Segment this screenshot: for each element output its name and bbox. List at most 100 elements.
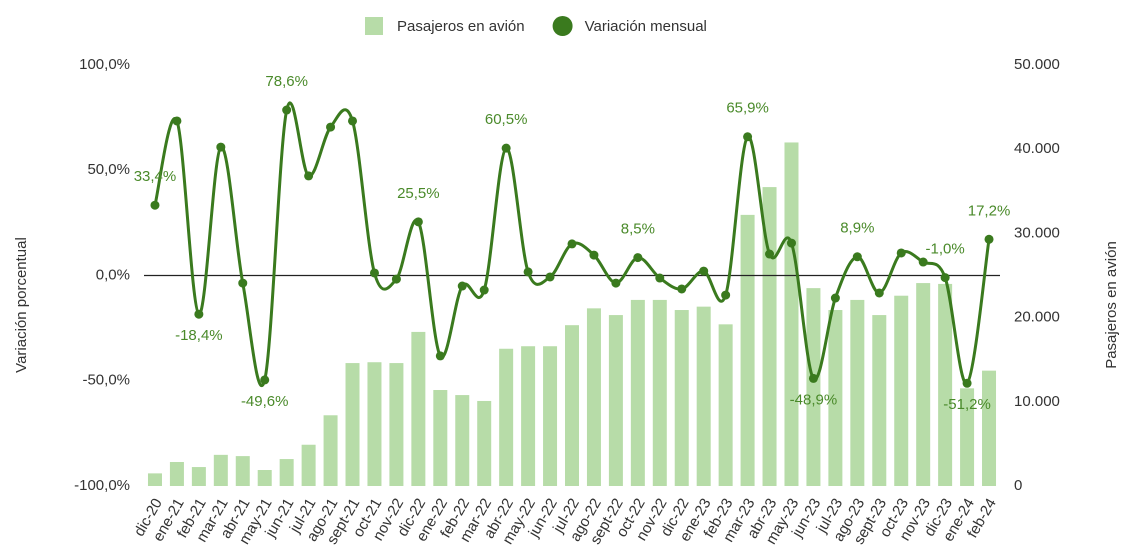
bar bbox=[630, 299, 645, 486]
point bbox=[786, 238, 796, 248]
point bbox=[611, 278, 621, 288]
bar bbox=[982, 370, 997, 486]
y2-axis-title: Pasajeros en avión bbox=[1103, 241, 1120, 369]
bar bbox=[696, 306, 711, 486]
bar bbox=[543, 346, 558, 486]
bar bbox=[784, 142, 799, 487]
point bbox=[962, 378, 972, 388]
bar bbox=[828, 310, 843, 486]
point bbox=[743, 132, 753, 142]
point bbox=[326, 122, 336, 132]
point bbox=[457, 281, 467, 291]
point bbox=[896, 248, 906, 258]
data-label: 33,4% bbox=[134, 168, 177, 185]
point bbox=[765, 249, 775, 259]
bar bbox=[960, 388, 975, 486]
point bbox=[348, 116, 358, 126]
bar bbox=[740, 214, 755, 486]
point bbox=[238, 278, 248, 288]
y2-tick-label: 20.000 bbox=[1014, 309, 1060, 326]
point bbox=[479, 285, 489, 295]
y-axis-title: Variación porcentual bbox=[13, 237, 30, 373]
bar bbox=[762, 187, 777, 486]
bar bbox=[872, 315, 887, 486]
y-tick-label: -50,0% bbox=[82, 372, 130, 389]
bar bbox=[806, 288, 821, 486]
bar bbox=[674, 310, 689, 486]
point bbox=[918, 257, 928, 267]
data-label: 8,9% bbox=[840, 220, 874, 237]
y2-tick-label: 40.000 bbox=[1014, 140, 1060, 157]
point bbox=[501, 143, 511, 153]
data-label: -1,0% bbox=[926, 241, 965, 258]
y2-tick-label: 30.000 bbox=[1014, 224, 1060, 241]
data-label: 25,5% bbox=[397, 185, 440, 202]
data-label: 78,6% bbox=[265, 73, 308, 90]
bar bbox=[191, 467, 206, 486]
bar bbox=[894, 295, 909, 486]
point bbox=[216, 142, 226, 152]
point bbox=[545, 272, 555, 282]
point bbox=[391, 274, 401, 284]
bar bbox=[916, 283, 931, 486]
bar bbox=[586, 308, 601, 486]
legend-swatch bbox=[552, 16, 573, 36]
point bbox=[260, 375, 270, 385]
point bbox=[589, 250, 599, 260]
point bbox=[699, 266, 709, 276]
bar bbox=[521, 346, 536, 486]
bar bbox=[565, 325, 579, 486]
point bbox=[172, 116, 182, 126]
y2-tick-label: 50.000 bbox=[1014, 56, 1060, 73]
bar bbox=[323, 415, 338, 486]
y2-tick-label: 10.000 bbox=[1014, 393, 1060, 410]
data-label: -49,6% bbox=[241, 393, 289, 410]
data-label: 8,5% bbox=[621, 221, 655, 238]
point bbox=[830, 293, 840, 303]
bar bbox=[367, 362, 382, 486]
bar bbox=[499, 348, 514, 486]
bar bbox=[169, 462, 184, 486]
bar bbox=[257, 470, 272, 486]
legend-swatch bbox=[365, 17, 383, 35]
bar bbox=[213, 454, 228, 486]
point bbox=[874, 288, 884, 298]
point bbox=[413, 217, 423, 227]
point bbox=[567, 239, 577, 249]
bar bbox=[433, 390, 448, 486]
data-label: -48,9% bbox=[790, 391, 838, 408]
bar bbox=[235, 456, 250, 486]
y-tick-label: -100,0% bbox=[74, 477, 130, 494]
point bbox=[523, 267, 533, 277]
bar bbox=[345, 363, 360, 486]
point bbox=[304, 171, 314, 181]
bar bbox=[455, 395, 470, 486]
y-tick-label: 0,0% bbox=[96, 266, 130, 283]
point bbox=[435, 351, 445, 361]
data-label: -51,2% bbox=[943, 396, 991, 413]
point bbox=[194, 309, 204, 319]
point bbox=[282, 105, 292, 115]
legend-label: Pasajeros en avión bbox=[397, 18, 525, 35]
point bbox=[369, 268, 379, 278]
point bbox=[677, 284, 687, 294]
bar bbox=[147, 473, 162, 486]
point bbox=[940, 273, 950, 283]
y-tick-label: 50,0% bbox=[87, 161, 130, 178]
point bbox=[633, 253, 643, 263]
data-label: 17,2% bbox=[968, 202, 1011, 219]
data-label: 60,5% bbox=[485, 111, 528, 128]
bar bbox=[850, 299, 865, 486]
point bbox=[150, 200, 160, 210]
bar bbox=[389, 363, 404, 486]
y-tick-label: 100,0% bbox=[79, 56, 130, 73]
data-label: 65,9% bbox=[726, 100, 769, 117]
bar bbox=[938, 283, 953, 486]
bar bbox=[608, 315, 623, 486]
point bbox=[852, 252, 862, 262]
bar bbox=[411, 331, 426, 486]
legend-label: Variación mensual bbox=[585, 18, 707, 35]
y2-tick-label: 0 bbox=[1014, 477, 1022, 494]
bar bbox=[718, 324, 733, 486]
